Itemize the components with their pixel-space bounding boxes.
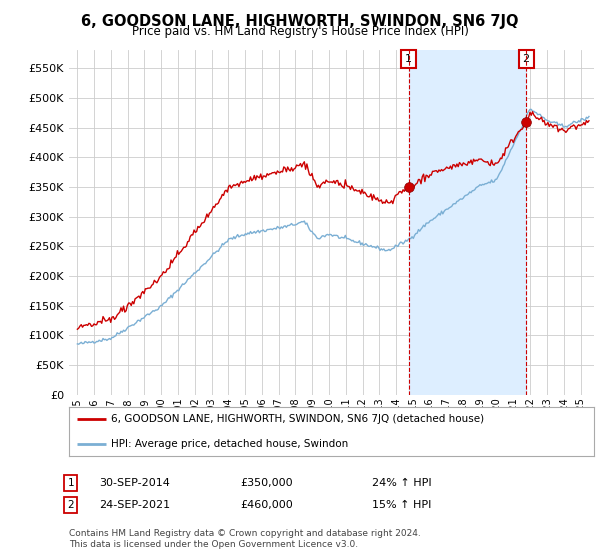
Text: 1: 1 bbox=[67, 478, 74, 488]
Text: £350,000: £350,000 bbox=[240, 478, 293, 488]
Text: £460,000: £460,000 bbox=[240, 500, 293, 510]
Text: Price paid vs. HM Land Registry's House Price Index (HPI): Price paid vs. HM Land Registry's House … bbox=[131, 25, 469, 38]
Text: 2: 2 bbox=[523, 54, 530, 64]
Text: HPI: Average price, detached house, Swindon: HPI: Average price, detached house, Swin… bbox=[111, 439, 348, 449]
Bar bbox=[409, 50, 526, 395]
Text: Contains HM Land Registry data © Crown copyright and database right 2024.
This d: Contains HM Land Registry data © Crown c… bbox=[69, 529, 421, 549]
Text: 1: 1 bbox=[405, 54, 412, 64]
Text: 6, GOODSON LANE, HIGHWORTH, SWINDON, SN6 7JQ (detached house): 6, GOODSON LANE, HIGHWORTH, SWINDON, SN6… bbox=[111, 414, 484, 424]
Text: 2: 2 bbox=[67, 500, 74, 510]
Text: 6, GOODSON LANE, HIGHWORTH, SWINDON, SN6 7JQ: 6, GOODSON LANE, HIGHWORTH, SWINDON, SN6… bbox=[81, 14, 519, 29]
Text: 15% ↑ HPI: 15% ↑ HPI bbox=[372, 500, 431, 510]
Text: 24% ↑ HPI: 24% ↑ HPI bbox=[372, 478, 431, 488]
Text: 30-SEP-2014: 30-SEP-2014 bbox=[99, 478, 170, 488]
Text: 24-SEP-2021: 24-SEP-2021 bbox=[99, 500, 170, 510]
